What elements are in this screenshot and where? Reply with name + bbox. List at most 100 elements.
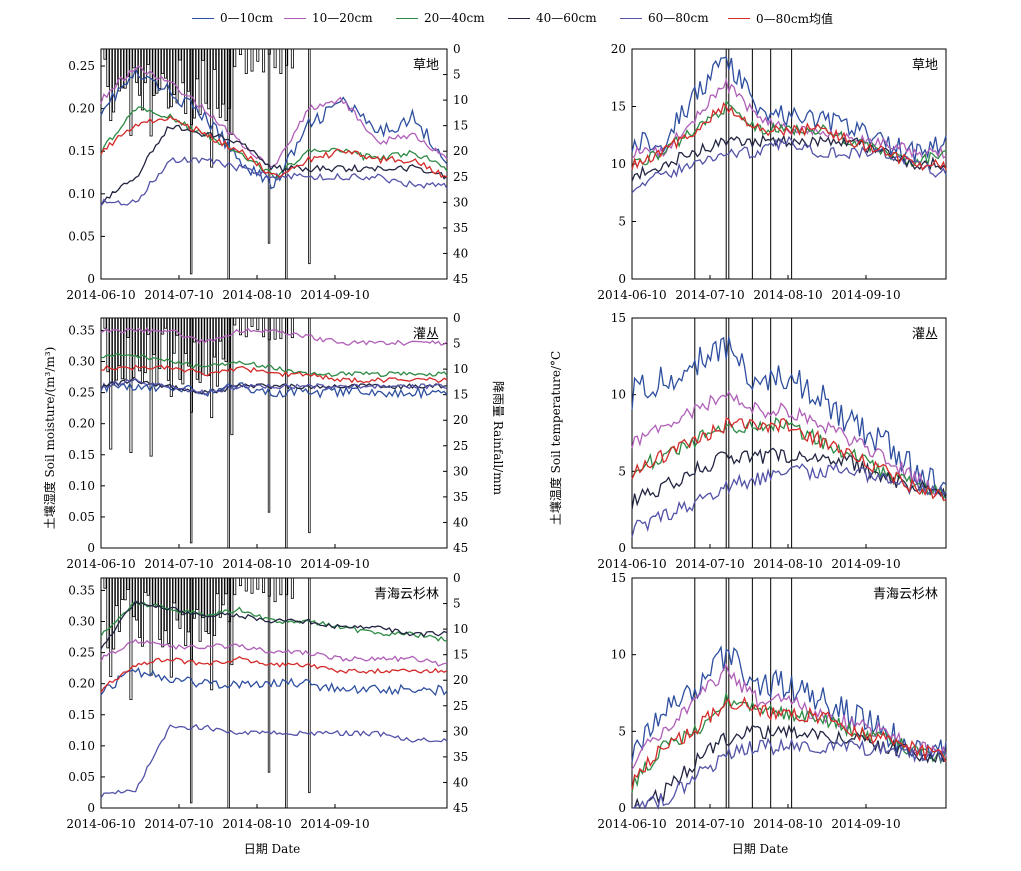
rain-bar [103, 317, 107, 329]
rain-bar [146, 317, 150, 335]
y-tick-label: 0.05 [68, 510, 95, 524]
rain-bar [181, 317, 185, 385]
rain-bar [290, 317, 294, 339]
rain-bar [192, 317, 196, 343]
y2-tick-label: 45 [453, 801, 468, 815]
x-tick-label: 2014-06-10 [597, 817, 666, 831]
rain-bar [285, 577, 288, 809]
rain-bar [187, 48, 191, 92]
rain-bar [267, 577, 271, 773]
rain-bar [215, 317, 219, 387]
rain-bar [233, 48, 237, 68]
legend-swatch [508, 17, 530, 19]
x-tick-label: 2014-08-10 [222, 817, 291, 831]
rain-bar [126, 317, 130, 338]
y2-tick-label: 20 [453, 673, 468, 687]
rain-period-box [770, 48, 793, 280]
y-tick-label: 0.30 [68, 615, 95, 629]
rain-bar [250, 577, 254, 594]
rain-bar [195, 577, 199, 610]
rain-bar [210, 317, 214, 419]
panel-moisture-3: 0 5 10 15 20 25 30 35 40 45 0 0.05 0.10 0.15 0.20 0.25 0… [66, 311, 468, 571]
y-tick-label: 0.15 [68, 448, 95, 462]
x-tick-label: 2014-08-10 [222, 557, 291, 571]
panel-moisture-5: 0 5 10 15 20 25 30 35 40 45 0 0.05 0.10 0.15 0.20 0.25 0… [66, 571, 468, 831]
series-line [632, 737, 947, 811]
series-line [100, 656, 448, 693]
legend-label: 40—60cm [536, 11, 597, 25]
rain-bar [109, 48, 113, 122]
y-tick-label: 15 [611, 100, 626, 114]
rain-bar [262, 317, 266, 338]
rain-bar [115, 317, 119, 381]
x-tick-label: 2014-07-10 [675, 557, 744, 571]
legend-item: 40—60cm [508, 8, 597, 28]
x-tick-label: 2014-09-10 [831, 288, 900, 302]
rain-bar [201, 577, 205, 619]
rain-bar [164, 577, 168, 632]
rain-bar [106, 577, 110, 649]
rain-bar [135, 317, 139, 357]
rain-bar [215, 577, 219, 595]
rain-bar [184, 317, 188, 354]
rain-bar [106, 48, 110, 88]
plot-frame [631, 317, 947, 549]
rain-bar [175, 48, 179, 104]
series-line [631, 696, 947, 790]
rain-bar [117, 48, 121, 92]
y-tick-label: 0.10 [68, 187, 95, 201]
rain-bar [172, 317, 176, 354]
rain-bar [230, 48, 234, 135]
rain-bar [155, 317, 159, 386]
x-tick-label: 2014-06-10 [597, 288, 666, 302]
rain-bar [238, 48, 242, 56]
legend-label: 0—80cm均值 [756, 11, 834, 26]
rain-bar [189, 317, 193, 544]
y2-tick-label: 40 [453, 515, 468, 529]
y-tick-label: 0 [87, 801, 95, 815]
rain-bar [273, 577, 277, 603]
panel-temperature-2: 0 5 10 15 20 2014-06-10 2014-07-10 2014-08-10 20… [597, 42, 947, 302]
y-tick-label: 0 [87, 541, 95, 555]
rain-bar [106, 317, 110, 373]
rain-bar [129, 577, 133, 700]
rain-bar [198, 577, 202, 642]
rain-bar [279, 577, 283, 596]
series-line [100, 326, 448, 346]
rain-bar [285, 317, 288, 549]
rain-bar [192, 577, 196, 619]
y-tick-label: 0.20 [68, 102, 95, 116]
rain-bar [238, 317, 242, 336]
site-label: 草地 [413, 58, 439, 73]
series-line [100, 115, 448, 178]
rain-bar [178, 577, 182, 629]
y2-tick-label: 25 [453, 439, 468, 453]
series-line [100, 723, 448, 799]
rain-bar [213, 48, 217, 70]
rain-bar [146, 48, 150, 65]
rain-bar [146, 577, 150, 596]
rain-bar [238, 577, 242, 587]
legend-label: 60—80cm [648, 11, 709, 25]
series-line [631, 135, 947, 194]
panel-moisture-1: 0 5 10 15 20 25 30 35 40 45 0 0.05 0.10 0.15 0.20 0.25 2… [66, 42, 468, 302]
series-line [100, 106, 448, 179]
rain-bar [187, 317, 191, 367]
legend-item: 0—80cm均值 [728, 8, 833, 28]
rain-bar [132, 317, 136, 378]
y2-tick-label: 20 [453, 144, 468, 158]
y-tick-label: 10 [611, 648, 626, 662]
y2-tick-label: 5 [453, 68, 461, 82]
series-line [100, 124, 448, 207]
rain-bar [181, 577, 185, 616]
x-tick-label: 2014-06-10 [66, 817, 135, 831]
site-label: 青海云杉林 [873, 587, 938, 602]
rain-bar [204, 48, 208, 104]
rain-bar [138, 317, 142, 372]
y-tick-label: 0.05 [68, 770, 95, 784]
rain-bar [262, 577, 266, 594]
rain-bar [213, 577, 217, 637]
y2-tick-label: 0 [453, 571, 461, 585]
rain-bar [207, 317, 211, 377]
